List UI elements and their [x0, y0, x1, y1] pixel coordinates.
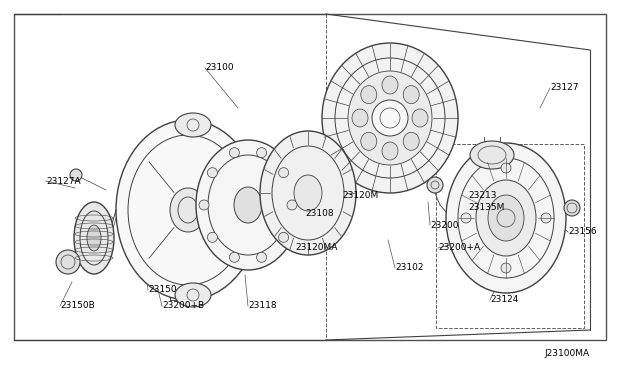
- Ellipse shape: [175, 283, 211, 307]
- Bar: [14, 14, 606, 340]
- Ellipse shape: [488, 195, 524, 241]
- Ellipse shape: [294, 175, 322, 211]
- Text: 23200+A: 23200+A: [438, 244, 480, 253]
- Circle shape: [278, 232, 289, 242]
- Text: 23127A: 23127A: [46, 176, 81, 186]
- Text: J23100MA: J23100MA: [545, 349, 590, 358]
- Ellipse shape: [403, 132, 419, 150]
- Circle shape: [207, 168, 218, 178]
- Circle shape: [257, 148, 267, 158]
- Text: 23150B: 23150B: [60, 301, 95, 311]
- Circle shape: [207, 232, 218, 242]
- Ellipse shape: [476, 180, 536, 256]
- Circle shape: [541, 213, 551, 223]
- Circle shape: [278, 168, 289, 178]
- Ellipse shape: [165, 132, 181, 288]
- Text: 23213: 23213: [468, 192, 497, 201]
- Ellipse shape: [403, 86, 419, 104]
- Ellipse shape: [116, 120, 260, 300]
- Ellipse shape: [412, 109, 428, 127]
- Text: 23118: 23118: [248, 301, 276, 311]
- Ellipse shape: [224, 145, 236, 265]
- Circle shape: [461, 213, 471, 223]
- Text: 23200+B: 23200+B: [162, 301, 204, 311]
- Text: 23100: 23100: [205, 64, 234, 73]
- Circle shape: [257, 252, 267, 262]
- Ellipse shape: [260, 131, 356, 255]
- Ellipse shape: [382, 76, 398, 94]
- Circle shape: [564, 200, 580, 216]
- Circle shape: [501, 263, 511, 273]
- Ellipse shape: [470, 141, 514, 169]
- Text: 23124: 23124: [490, 295, 518, 305]
- Text: 23127: 23127: [550, 83, 579, 93]
- Text: 23102: 23102: [395, 263, 424, 273]
- Text: 23108: 23108: [305, 209, 333, 218]
- Ellipse shape: [288, 191, 312, 219]
- Ellipse shape: [361, 132, 377, 150]
- Text: 23156: 23156: [568, 228, 596, 237]
- Ellipse shape: [348, 71, 432, 165]
- Text: 23135M: 23135M: [468, 203, 504, 212]
- Ellipse shape: [234, 187, 262, 223]
- Text: 23120MA: 23120MA: [295, 243, 337, 251]
- Ellipse shape: [74, 202, 114, 274]
- Ellipse shape: [361, 86, 377, 104]
- Text: 23120M: 23120M: [342, 192, 378, 201]
- Ellipse shape: [175, 113, 211, 137]
- Text: 23150: 23150: [148, 285, 177, 295]
- Ellipse shape: [196, 140, 300, 270]
- Ellipse shape: [170, 188, 206, 232]
- Circle shape: [372, 100, 408, 136]
- Ellipse shape: [352, 109, 368, 127]
- Circle shape: [501, 163, 511, 173]
- Ellipse shape: [87, 225, 101, 251]
- Ellipse shape: [382, 142, 398, 160]
- Circle shape: [287, 200, 297, 210]
- Ellipse shape: [70, 169, 82, 181]
- Ellipse shape: [446, 143, 566, 293]
- Circle shape: [56, 250, 80, 274]
- Circle shape: [427, 177, 443, 193]
- Circle shape: [199, 200, 209, 210]
- Circle shape: [229, 252, 239, 262]
- Bar: [436, 144, 584, 328]
- Ellipse shape: [322, 43, 458, 193]
- Text: 23200: 23200: [430, 221, 458, 230]
- Circle shape: [229, 148, 239, 158]
